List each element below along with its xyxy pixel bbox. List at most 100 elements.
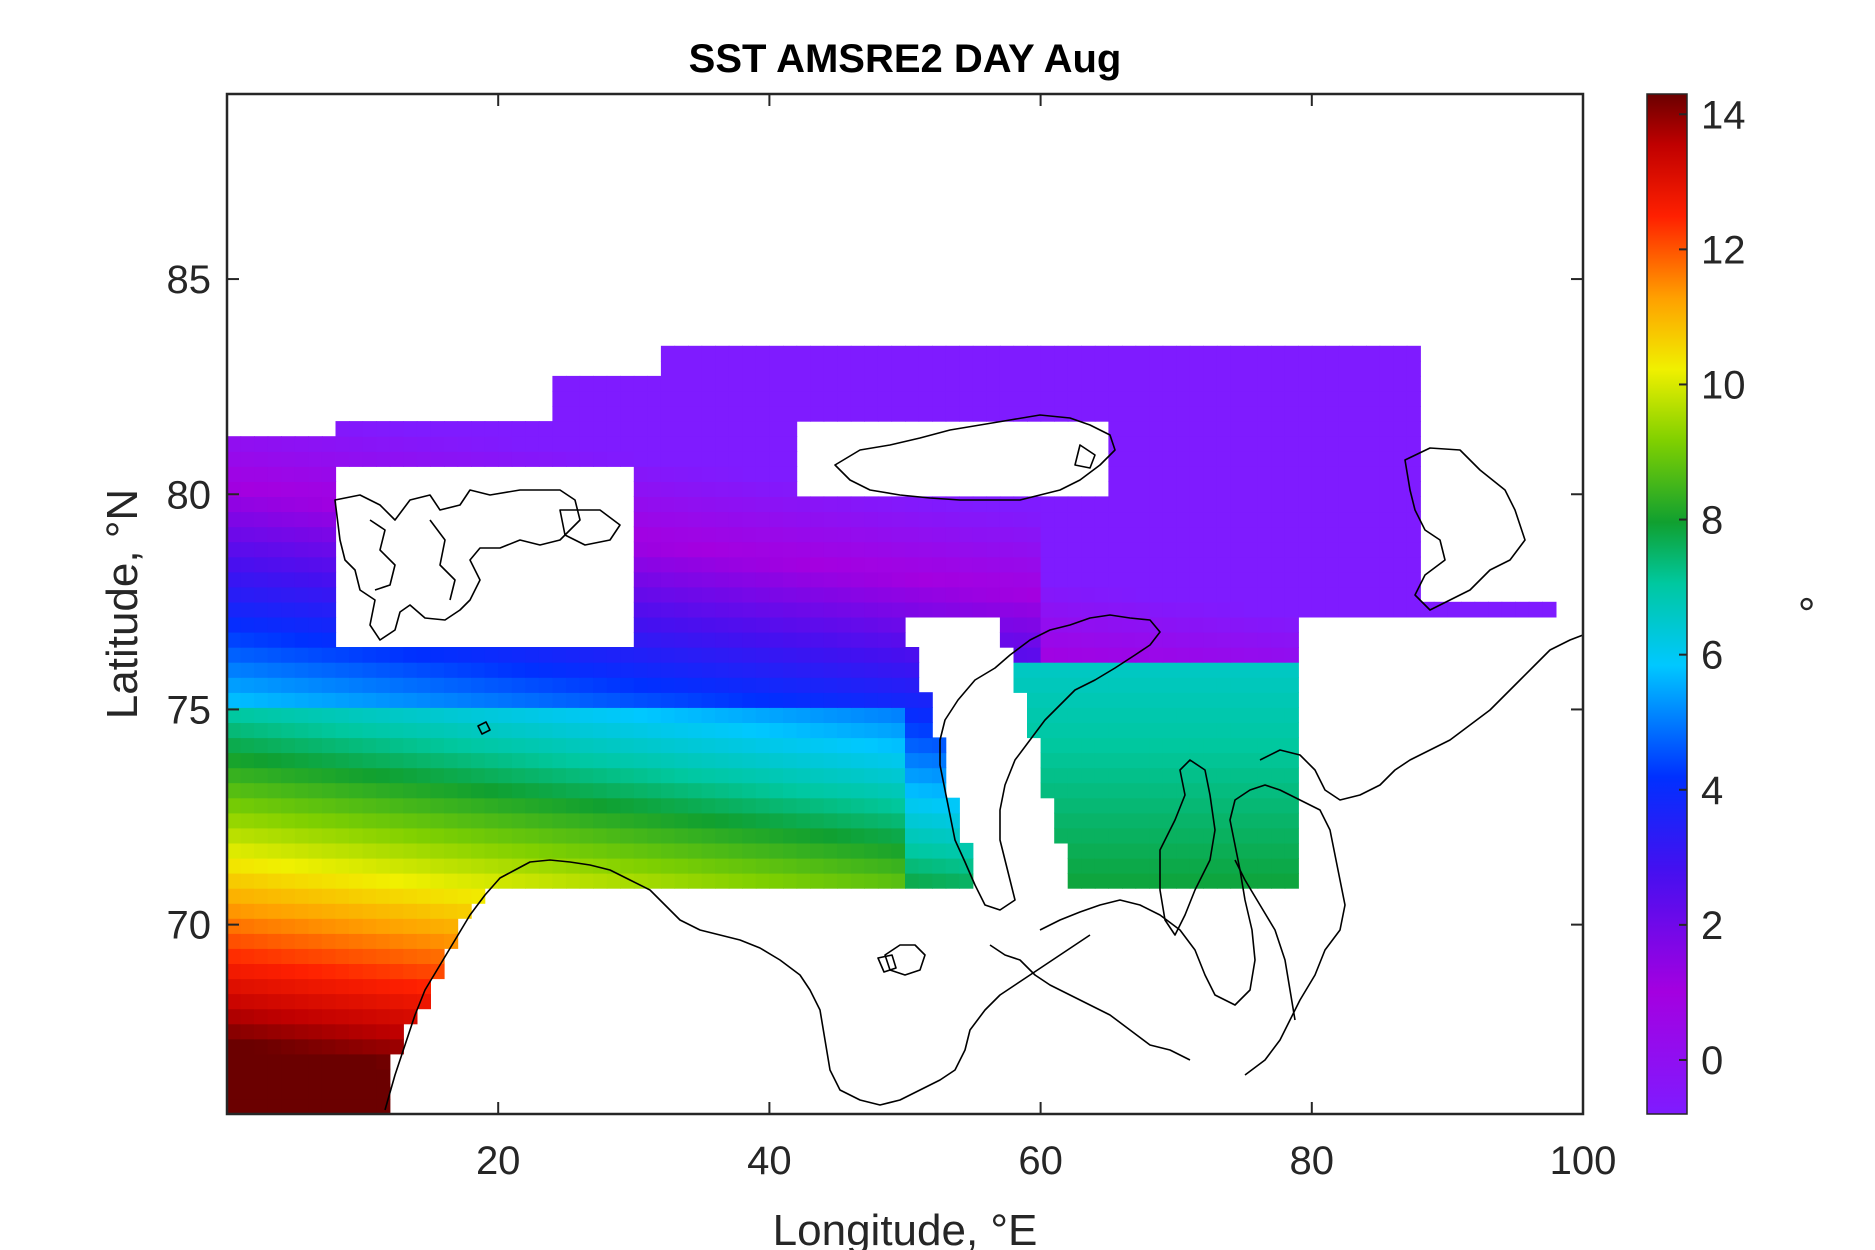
sst-cell bbox=[349, 677, 364, 693]
sst-cell bbox=[633, 737, 648, 754]
sst-cell bbox=[267, 948, 282, 964]
sst-cell bbox=[511, 767, 526, 784]
sst-cell bbox=[1176, 571, 1191, 588]
sst-cell bbox=[959, 526, 974, 543]
sst-cell bbox=[783, 812, 798, 829]
sst-cell bbox=[1366, 601, 1381, 618]
sst-cell bbox=[227, 586, 242, 603]
sst-cell bbox=[1203, 812, 1218, 829]
sst-cell bbox=[1244, 556, 1259, 573]
sst-cell bbox=[1067, 511, 1082, 528]
sst-field bbox=[227, 345, 1557, 1114]
sst-cell bbox=[674, 707, 689, 723]
sst-cell bbox=[1122, 632, 1137, 648]
sst-cell bbox=[403, 707, 418, 723]
sst-cell bbox=[1189, 722, 1204, 739]
sst-cell bbox=[1108, 677, 1123, 693]
sst-cell bbox=[660, 360, 676, 377]
sst-cell bbox=[1122, 662, 1137, 678]
sst-cell bbox=[552, 812, 567, 829]
sst-cell bbox=[823, 391, 838, 407]
sst-cell bbox=[905, 556, 920, 573]
sst-cell bbox=[335, 737, 350, 754]
yamal-peninsula-coastline bbox=[1159, 759, 1216, 936]
sst-cell bbox=[1176, 632, 1191, 648]
sst-cell bbox=[905, 662, 920, 678]
sst-cell bbox=[1352, 511, 1367, 528]
sst-cell bbox=[1040, 511, 1055, 528]
sst-cell bbox=[932, 873, 947, 889]
sst-cell bbox=[783, 782, 798, 799]
sst-cell bbox=[945, 526, 960, 543]
sst-cell bbox=[1284, 797, 1299, 814]
sst-cell bbox=[376, 421, 391, 437]
sst-cell bbox=[227, 541, 242, 558]
sst-cell bbox=[1257, 857, 1272, 874]
sst-cell bbox=[525, 767, 540, 784]
sst-cell bbox=[864, 345, 879, 362]
sst-cell bbox=[1271, 692, 1286, 708]
sst-cell bbox=[566, 797, 581, 814]
sst-cell bbox=[1054, 360, 1069, 377]
sst-cell bbox=[538, 451, 554, 467]
sst-cell bbox=[891, 812, 906, 829]
sst-cell bbox=[240, 616, 255, 633]
sst-cell bbox=[769, 421, 784, 437]
sst-cell bbox=[1162, 767, 1177, 784]
sst-cell bbox=[1094, 812, 1109, 829]
sst-cell bbox=[1135, 677, 1150, 693]
sst-cell bbox=[674, 782, 689, 799]
sst-cell bbox=[579, 692, 594, 708]
sst-cell bbox=[416, 797, 431, 814]
sst-cell bbox=[620, 857, 635, 874]
sst-cell bbox=[254, 857, 269, 874]
sst-cell bbox=[1189, 541, 1204, 558]
sst-cell bbox=[823, 511, 838, 528]
sst-cell bbox=[728, 556, 743, 573]
sst-cell bbox=[932, 375, 947, 392]
sst-cell bbox=[294, 496, 309, 513]
colorbar-label: ° bbox=[1772, 595, 1821, 613]
sst-cell bbox=[1027, 601, 1042, 618]
sst-cell bbox=[1094, 360, 1109, 377]
sst-cell bbox=[566, 812, 581, 829]
sst-cell bbox=[376, 978, 391, 995]
sst-cell bbox=[688, 360, 703, 377]
sst-cell bbox=[972, 556, 987, 573]
sst-cell bbox=[430, 737, 445, 754]
sst-cell bbox=[403, 857, 418, 874]
sst-cell bbox=[1379, 586, 1394, 603]
sst-cell bbox=[1325, 556, 1340, 573]
sst-cell bbox=[1298, 541, 1313, 558]
sst-cell bbox=[959, 601, 974, 618]
sst-cell bbox=[1366, 421, 1381, 437]
sst-cell bbox=[1094, 375, 1109, 392]
sst-cell bbox=[1257, 601, 1272, 618]
sst-cell bbox=[918, 586, 933, 603]
sst-cell bbox=[376, 662, 391, 678]
sst-cell bbox=[1338, 571, 1354, 588]
sst-cell bbox=[1338, 556, 1354, 573]
sst-cell bbox=[701, 571, 716, 588]
sst-cell bbox=[227, 888, 242, 904]
sst-cell bbox=[1067, 586, 1082, 603]
sst-cell bbox=[905, 586, 920, 603]
sst-cell bbox=[796, 556, 811, 573]
sst-cell bbox=[1081, 616, 1096, 633]
sst-cell bbox=[864, 692, 879, 708]
sst-cell bbox=[240, 782, 255, 799]
sst-cell bbox=[1284, 827, 1299, 844]
sst-cell bbox=[267, 903, 282, 919]
sst-cell bbox=[267, 752, 282, 769]
sst-cell bbox=[416, 677, 431, 693]
sst-cell bbox=[593, 722, 608, 739]
sst-cell bbox=[1108, 812, 1123, 829]
sst-cell bbox=[593, 873, 608, 889]
sst-cell bbox=[674, 647, 689, 663]
sst-cell bbox=[660, 873, 676, 889]
sst-cell bbox=[1081, 541, 1096, 558]
sst-cell bbox=[674, 662, 689, 678]
sst-cell bbox=[294, 662, 309, 678]
sst-cell bbox=[321, 722, 337, 739]
